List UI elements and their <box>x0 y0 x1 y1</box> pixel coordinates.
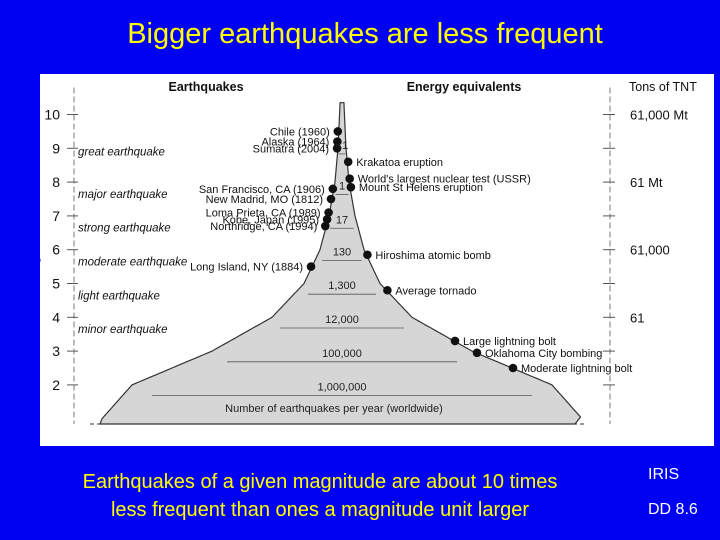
earthquake-count-label: 1,300 <box>328 280 356 292</box>
earthquake-class-label: major earthquake <box>78 189 168 201</box>
quake-dot <box>324 208 333 217</box>
earthquake-count-label: 12,000 <box>325 314 359 326</box>
tnt-value-label: 61,000 Mt <box>630 108 688 123</box>
quake-dot <box>328 184 338 194</box>
energy-equivalent-label: Krakatoa eruption <box>356 157 443 169</box>
energy-equivalent-label: Average tornado <box>395 285 476 297</box>
historic-quake-label: Long Island, NY (1884) <box>190 262 303 274</box>
energy-dot <box>383 285 392 295</box>
magnitude-diagram: 10 9 8 7 6 5 4 3 2 <1 1 17 130 1,300 12,000 100,000 1,00… <box>40 80 697 425</box>
energy-dot <box>343 157 353 167</box>
energy-dot <box>450 336 460 346</box>
earthquake-class-label: strong earthquake <box>78 223 171 235</box>
tnt-value-label: 61,000 <box>630 243 670 258</box>
caption-line-1: Earthquakes of a given magnitude are abo… <box>82 471 558 493</box>
earthquake-count-label: <1 <box>336 140 349 152</box>
tnt-value-label: 61 Mt <box>630 175 663 190</box>
energy-equivalent-label: Large lightning bolt <box>463 336 556 348</box>
historic-quake-label: New Madrid, MO (1812) <box>206 194 323 206</box>
historic-quake-label: Northridge, CA (1994) <box>210 221 317 233</box>
magnitude-tick-label: 2 <box>52 377 60 393</box>
earthquake-class-label: minor earthquake <box>78 324 168 336</box>
earthquake-count-label: 1,000,000 <box>318 382 367 394</box>
earthquakes-header: Earthquakes <box>168 80 243 94</box>
earthquake-count-label: 17 <box>336 214 348 226</box>
historic-quake-label: Sumatra (2004) <box>253 143 329 155</box>
magnitude-axis-label: Magnitude <box>40 217 41 282</box>
count-caption: Number of earthquakes per year (worldwid… <box>225 403 443 415</box>
energy-dot <box>472 348 482 358</box>
energy-dot <box>363 250 372 260</box>
energy-dot <box>508 363 518 373</box>
earthquake-class-label: moderate earthquake <box>78 257 187 269</box>
energy-equivalent-label: Moderate lightning bolt <box>521 363 632 375</box>
tnt-header: Tons of TNT <box>629 80 697 94</box>
tnt-value-label: 61 <box>630 310 644 325</box>
energy-dot <box>346 182 356 192</box>
earthquake-class-label: great earthquake <box>78 147 165 159</box>
quake-dot <box>321 221 330 231</box>
quake-dot <box>322 214 332 224</box>
magnitude-tick-label: 9 <box>52 140 60 156</box>
quake-dot <box>326 194 336 204</box>
magnitude-tick-label: 5 <box>52 276 60 292</box>
energy-equivalent-label: Oklahoma City bombing <box>485 348 602 360</box>
energy-equivalents-header: Energy equivalents <box>407 80 522 94</box>
magnitude-tick-label: 3 <box>52 343 60 359</box>
earthquake-count-label: 100,000 <box>322 348 362 360</box>
earthquake-count-label: 1 <box>339 180 345 192</box>
magnitude-diagram-panel: 10 9 8 7 6 5 4 3 2 <1 1 17 130 1,300 12,000 100,000 1,00… <box>40 74 714 446</box>
historic-quake-label: San Francisco, CA (1906) <box>199 184 325 196</box>
slide-title: Bigger earthquakes are less frequent <box>127 18 603 50</box>
historic-quake-label: Loma Prieta, CA (1989) <box>206 208 321 220</box>
magnitude-tick-label: 10 <box>44 107 60 123</box>
iris-label: IRIS <box>648 466 680 483</box>
magnitude-tick-label: 8 <box>52 174 60 190</box>
historic-quake-label: Kobe, Japan (1995) <box>222 214 319 226</box>
energy-dot <box>345 174 355 184</box>
magnitude-tick-label: 4 <box>52 309 60 325</box>
caption-line-2: less frequent than ones a magnitude unit… <box>110 499 530 521</box>
energy-equivalent-label: World's largest nuclear test (USSR) <box>358 174 531 186</box>
quake-dot <box>333 137 342 146</box>
quake-dot <box>306 262 316 271</box>
energy-equivalent-label: Hiroshima atomic bomb <box>375 250 491 262</box>
historic-quake-label: Alaska (1964) <box>261 137 329 149</box>
magnitude-tick-label: 7 <box>52 208 60 224</box>
quake-dot <box>333 127 343 136</box>
earthquake-class-label: light earthquake <box>78 290 160 302</box>
quake-dot <box>332 144 342 153</box>
magnitude-tick-label: 6 <box>52 242 60 258</box>
historic-quake-label: Chile (1960) <box>270 126 330 138</box>
energy-equivalent-label: Mount St Helens eruption <box>359 182 483 194</box>
earthquake-count-label: 130 <box>333 246 351 258</box>
slide-number-label: DD 8.6 <box>648 501 698 518</box>
